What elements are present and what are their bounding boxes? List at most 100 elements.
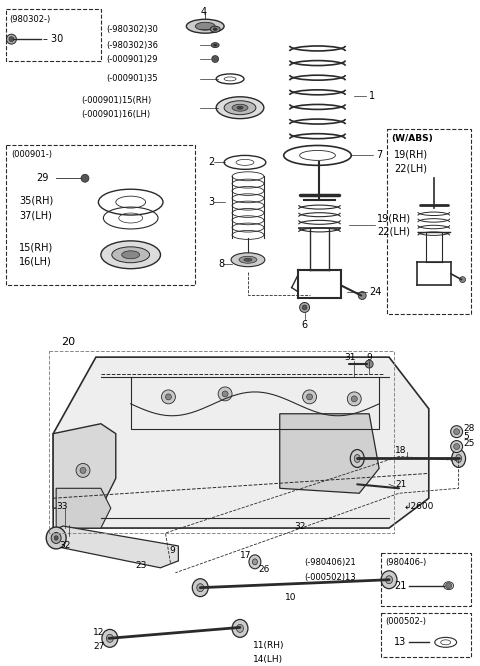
Text: 21: 21 (394, 581, 407, 591)
Text: (-980302)30: (-980302)30 (106, 25, 158, 34)
Text: – 30: – 30 (43, 34, 63, 44)
Text: 32: 32 (59, 541, 71, 550)
Ellipse shape (112, 247, 150, 262)
Circle shape (358, 292, 366, 300)
Text: (-000901)29: (-000901)29 (106, 55, 157, 63)
Ellipse shape (224, 101, 256, 115)
Circle shape (218, 387, 232, 401)
Ellipse shape (51, 533, 61, 543)
Ellipse shape (239, 256, 257, 263)
Circle shape (351, 396, 357, 402)
Text: 31: 31 (344, 352, 356, 362)
Text: 37(LH): 37(LH) (19, 210, 52, 220)
Text: (W/ABS): (W/ABS) (391, 134, 433, 143)
Ellipse shape (232, 105, 248, 111)
Circle shape (7, 34, 16, 44)
Text: 13: 13 (394, 637, 406, 647)
Text: 32: 32 (295, 521, 306, 531)
Text: 1: 1 (369, 91, 375, 101)
Ellipse shape (385, 575, 393, 583)
Text: (980406-): (980406-) (385, 558, 426, 567)
Ellipse shape (102, 629, 118, 647)
Text: (000901-): (000901-) (12, 151, 52, 159)
Ellipse shape (232, 619, 248, 637)
Text: 19(RH): 19(RH) (377, 213, 411, 223)
Text: 35(RH): 35(RH) (19, 195, 54, 205)
Ellipse shape (211, 43, 219, 47)
Text: (-980302)36: (-980302)36 (106, 41, 158, 49)
Ellipse shape (237, 625, 243, 633)
Circle shape (302, 390, 316, 404)
Text: (980302-): (980302-) (10, 15, 51, 24)
Circle shape (454, 444, 460, 450)
Polygon shape (280, 414, 379, 494)
Ellipse shape (231, 253, 265, 266)
Text: 3: 3 (208, 197, 215, 207)
Text: (-000901)15(RH): (-000901)15(RH) (81, 97, 151, 105)
Ellipse shape (444, 581, 454, 589)
Text: 26: 26 (258, 565, 269, 574)
Text: 15(RH): 15(RH) (19, 243, 54, 253)
Text: 11(RH): 11(RH) (253, 641, 285, 650)
Polygon shape (53, 526, 179, 568)
Text: (000502-): (000502-) (385, 617, 426, 627)
Text: 22(LH): 22(LH) (377, 227, 410, 237)
Ellipse shape (216, 97, 264, 119)
Ellipse shape (456, 454, 462, 462)
Ellipse shape (354, 454, 360, 462)
Circle shape (76, 464, 90, 478)
Ellipse shape (195, 22, 215, 30)
Circle shape (80, 468, 86, 474)
Text: 10: 10 (285, 593, 296, 602)
Text: (-980406)21: (-980406)21 (305, 558, 356, 567)
Ellipse shape (122, 251, 140, 259)
Text: 23: 23 (135, 561, 146, 570)
Ellipse shape (192, 579, 208, 597)
Ellipse shape (452, 450, 466, 468)
Circle shape (454, 429, 460, 435)
Text: 8: 8 (218, 258, 224, 268)
Ellipse shape (244, 258, 252, 261)
Ellipse shape (252, 559, 257, 565)
Text: 9: 9 (366, 352, 372, 362)
Text: 12: 12 (93, 628, 104, 637)
Ellipse shape (350, 450, 364, 468)
Text: 28: 28 (464, 424, 475, 433)
Text: 29: 29 (36, 173, 48, 183)
Text: 16(LH): 16(LH) (19, 256, 52, 267)
Text: 27: 27 (93, 642, 104, 651)
Text: 18: 18 (395, 446, 407, 455)
Polygon shape (53, 357, 429, 528)
Text: 4: 4 (200, 7, 206, 17)
Text: (-000901)35: (-000901)35 (106, 75, 157, 83)
Text: 6: 6 (301, 320, 308, 330)
Circle shape (222, 391, 228, 397)
Text: ↲2600: ↲2600 (404, 501, 434, 511)
Ellipse shape (46, 527, 66, 549)
Ellipse shape (249, 555, 261, 569)
Circle shape (81, 174, 89, 182)
Text: 19(RH): 19(RH) (394, 149, 428, 159)
Ellipse shape (101, 241, 160, 268)
Circle shape (9, 37, 14, 42)
Circle shape (451, 441, 463, 452)
Text: (-000502)13: (-000502)13 (305, 573, 356, 582)
Text: 17: 17 (240, 551, 252, 560)
Ellipse shape (186, 19, 224, 33)
Circle shape (307, 394, 312, 400)
Ellipse shape (237, 106, 243, 109)
Text: 21: 21 (395, 480, 407, 489)
Ellipse shape (54, 535, 58, 540)
Circle shape (300, 302, 310, 312)
Text: 25: 25 (464, 439, 475, 448)
Text: 9: 9 (169, 546, 175, 555)
Text: 14(LH): 14(LH) (253, 655, 283, 664)
Ellipse shape (197, 583, 204, 591)
Circle shape (365, 360, 373, 368)
Text: 24: 24 (369, 286, 382, 296)
Text: (-000901)16(LH): (-000901)16(LH) (81, 110, 150, 119)
Circle shape (161, 390, 175, 404)
Circle shape (166, 394, 171, 400)
Text: 20: 20 (61, 337, 75, 347)
Ellipse shape (214, 44, 216, 46)
